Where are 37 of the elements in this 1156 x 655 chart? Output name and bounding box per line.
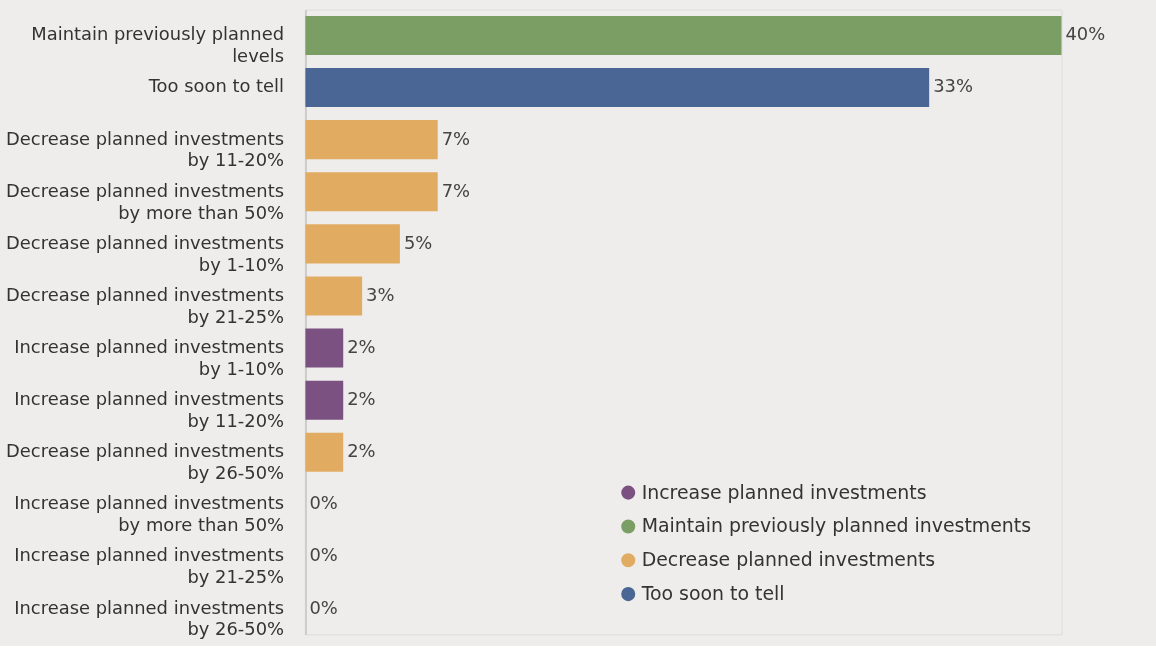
data-label: 0%: [309, 544, 338, 566]
data-label: 5%: [403, 231, 433, 253]
data-label: 7%: [441, 179, 471, 201]
y-tick-label: Increase planned investments by 26-50%: [14, 596, 285, 640]
bar: [305, 432, 344, 472]
legend-label: Maintain previously planned investments: [641, 514, 1032, 537]
data-label: 2%: [347, 440, 376, 462]
data-label: 7%: [441, 127, 471, 149]
data-label: 33%: [933, 75, 973, 97]
bar: [305, 380, 344, 420]
y-tick-label: Decrease planned investments by 11-20%: [6, 127, 285, 171]
data-label: 3%: [366, 283, 395, 305]
legend-label: Increase planned investments: [641, 480, 927, 503]
bar: [305, 224, 400, 264]
data-label: 40%: [1065, 23, 1106, 45]
y-tick-label: Increase planned investments by more than 50%: [14, 492, 285, 536]
bar: [305, 276, 363, 316]
data-label: 2%: [347, 336, 376, 358]
bar: [305, 172, 438, 212]
y-tick-label: Decrease planned investments by 21-25%: [6, 283, 285, 327]
data-label: 0%: [309, 596, 338, 618]
bar: [305, 328, 344, 368]
bar: [305, 67, 930, 108]
y-tick-label: Decrease planned investments by 1-10%: [6, 231, 285, 275]
data-label: 2%: [347, 388, 376, 410]
legend-label: Too soon to tell: [640, 582, 785, 605]
y-tick-label: Maintain previously planned levels: [31, 23, 285, 67]
y-tick-label: Decrease planned investments by 26-50%: [6, 440, 285, 484]
bar: [305, 120, 438, 160]
y-tick-label: Increase planned investments by 11-20%: [14, 388, 285, 432]
data-label: 0%: [309, 492, 338, 514]
y-tick-label: Decrease planned investments by more than 50%: [6, 179, 285, 223]
legend-label: Decrease planned investments: [641, 548, 936, 571]
y-tick-label: Increase planned investments by 21-25%: [14, 544, 285, 588]
y-tick-label: Increase planned investments by 1-10%: [14, 336, 285, 379]
y-tick-label: Too soon to tell: [147, 75, 285, 97]
bar: [305, 15, 1062, 55]
